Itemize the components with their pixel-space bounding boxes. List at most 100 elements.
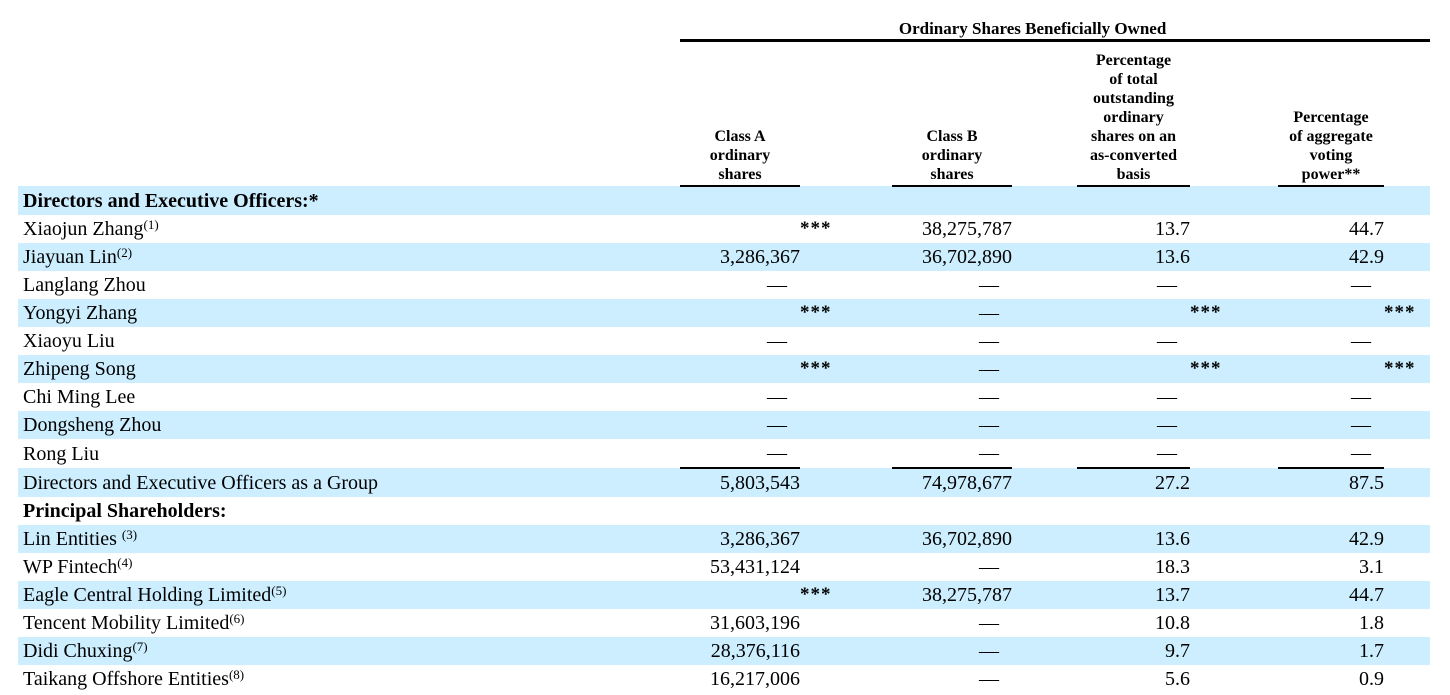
class-b-shares-value: 74,978,677 [892,468,1012,497]
gap-spacer [1228,609,1278,637]
class-a-shares-value: — [767,274,787,296]
class-b-marker [1012,497,1050,525]
class-a-marker [800,186,838,215]
gap-spacer [1050,439,1077,468]
shareholder-name-cell: Chi Ming Lee [18,383,680,411]
gap-spacer [1050,553,1077,581]
pct-outstanding-marker [1190,468,1228,497]
class-b-marker [1012,243,1050,271]
shareholder-name: Xiaojun Zhang [23,218,144,240]
gap-spacer [1228,40,1278,186]
gap-spacer [1228,355,1278,383]
pct-voting-marker: *** [1384,299,1431,327]
gap-spacer [1050,637,1077,665]
table-row: Taikang Offshore Entities(8) 16,217,006 … [18,665,1430,693]
pct-outstanding-value: 10.8 [1155,612,1190,634]
class-b-marker [1012,525,1050,553]
gap-spacer [1050,383,1077,411]
class-a-marker [800,439,838,468]
gap-spacer [838,525,892,553]
pct-outstanding-marker [1190,609,1228,637]
beneficial-ownership-table: Ordinary Shares Beneficially Owned Class… [18,10,1431,693]
table-row: Didi Chuxing(7) 28,376,116 — 9.7 1.7 [18,637,1431,665]
class-b-shares-value: — [892,355,1012,383]
gap-spacer [838,665,892,693]
pct-outstanding-marker [1190,525,1228,553]
table-row: Xiaoyu Liu — — — — [18,327,1430,355]
gap-spacer [1228,186,1278,215]
class-b-marker [1012,355,1050,383]
gap-spacer [1228,299,1278,327]
pct-outstanding-marker [1190,553,1228,581]
table-row: Langlang Zhou — — — — [18,271,1430,299]
pct-voting-value: 42.9 [1278,243,1384,271]
class-a-marker [800,497,838,525]
shareholder-name-cell: Directors and Executive Officers as a Gr… [18,468,680,497]
pct-outstanding-marker [1190,581,1228,609]
pct-outstanding-marker [1190,383,1228,411]
shareholder-name-cell: Langlang Zhou [18,271,680,299]
gap-spacer [838,637,892,665]
shareholder-name: Chi Ming Lee [23,386,136,408]
shareholder-name-cell: Jiayuan Lin(2) [18,243,680,271]
gap-spacer [1050,271,1077,299]
shareholder-name: Tencent Mobility Limited [23,612,230,634]
class-a-shares-value [680,355,800,383]
class-b-marker [1012,581,1050,609]
class-a-marker [800,609,838,637]
class-a-marker [800,468,838,497]
gap-spacer [1228,411,1278,439]
shareholder-name: Lin Entities [23,528,122,550]
column-header-pct-outstanding: Percentage of total outstanding ordinary sha… [1077,40,1190,187]
pct-voting-value: 1.7 [1278,637,1384,665]
pct-voting-marker [1384,609,1430,637]
gap-spacer [838,581,892,609]
footnote-superscript: (4) [117,555,133,570]
pct-voting-marker [1384,186,1431,215]
shareholder-name: Rong Liu [23,443,100,465]
pct-voting-value [1278,497,1384,525]
table-row: Directors and Executive Officers as a Gr… [18,468,1431,497]
class-b-marker [1012,553,1050,581]
class-b-shares-value: — [979,386,999,408]
pct-outstanding-value [1077,299,1190,327]
gap-spacer [1228,327,1278,355]
gap-spacer [1228,497,1278,525]
class-a-shares-value: — [767,330,787,352]
footnote-superscript: (3) [121,527,138,542]
shareholder-name: Eagle Central Holding Limited [23,584,272,606]
group-header-row: Ordinary Shares Beneficially Owned [18,10,1431,42]
gap-spacer [838,553,892,581]
gap-spacer [838,186,892,215]
gap-spacer [1050,40,1077,186]
table-row: Chi Ming Lee — — — — [18,383,1430,411]
pct-voting-value: 3.1 [1359,556,1384,578]
pct-voting-value: 44.7 [1349,218,1384,240]
shareholder-name: Directors and Executive Officers as a Gr… [23,472,379,494]
pct-voting-marker [1384,383,1430,411]
class-a-marker [800,411,838,439]
gap-spacer [1050,327,1077,355]
pct-outstanding-value [1077,355,1190,383]
shareholder-name: Xiaoyu Liu [23,330,115,352]
pct-outstanding-value: 13.6 [1077,243,1190,271]
class-b-shares-value: — [979,668,999,690]
pct-outstanding-value: — [1077,411,1190,439]
class-a-shares-value: 31,603,196 [710,612,800,634]
pct-voting-marker [1384,468,1431,497]
class-a-shares-value [680,497,800,525]
gap-spacer [1228,271,1278,299]
gap-spacer [1050,411,1077,439]
shareholder-name: Zhipeng Song [23,358,136,380]
pct-voting-marker [1384,243,1431,271]
class-b-marker [1012,327,1050,355]
column-header-pct-voting: Percentage of aggregate voting power** [1278,40,1384,187]
pct-voting-value: — [1351,330,1371,352]
pct-outstanding-marker [1190,411,1228,439]
shareholder-name-cell: Eagle Central Holding Limited(5) [18,581,680,609]
pct-voting-value [1278,299,1384,327]
gap-spacer [1228,243,1278,271]
